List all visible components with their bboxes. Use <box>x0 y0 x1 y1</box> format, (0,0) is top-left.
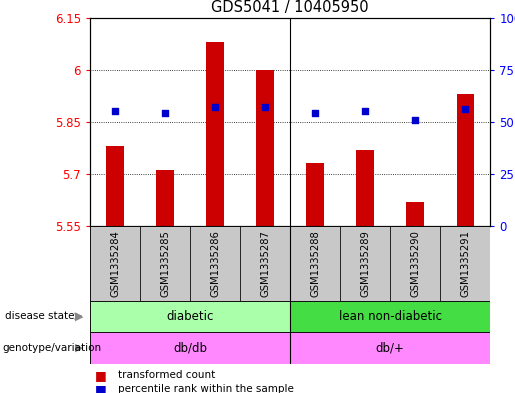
Point <box>461 106 469 112</box>
Text: GSM1335285: GSM1335285 <box>160 230 170 297</box>
Text: GSM1335288: GSM1335288 <box>310 230 320 297</box>
Title: GDS5041 / 10405950: GDS5041 / 10405950 <box>211 0 369 15</box>
Text: ▶: ▶ <box>75 343 84 353</box>
Point <box>361 108 369 114</box>
Bar <box>390 226 440 301</box>
Bar <box>340 226 390 301</box>
Bar <box>207 42 224 226</box>
Bar <box>456 94 474 226</box>
Point <box>261 104 269 110</box>
Point <box>211 104 219 110</box>
Text: ▶: ▶ <box>75 311 84 321</box>
Bar <box>240 226 290 301</box>
Bar <box>90 332 290 364</box>
Bar <box>290 301 490 332</box>
Bar <box>440 226 490 301</box>
Bar <box>107 146 124 226</box>
Text: GSM1335284: GSM1335284 <box>110 230 120 297</box>
Bar <box>356 150 374 226</box>
Point <box>311 110 319 117</box>
Bar <box>190 226 240 301</box>
Text: GSM1335289: GSM1335289 <box>360 230 370 297</box>
Text: db/+: db/+ <box>376 341 405 354</box>
Text: lean non-diabetic: lean non-diabetic <box>339 310 442 323</box>
Text: transformed count: transformed count <box>118 370 216 380</box>
Text: db/db: db/db <box>173 341 207 354</box>
Bar <box>90 301 290 332</box>
Text: percentile rank within the sample: percentile rank within the sample <box>118 384 295 393</box>
Bar <box>90 226 140 301</box>
Bar <box>290 332 490 364</box>
Bar <box>256 70 274 226</box>
Point <box>111 108 119 114</box>
Bar <box>406 202 424 226</box>
Point <box>161 110 169 117</box>
Text: GSM1335290: GSM1335290 <box>410 230 420 297</box>
Text: ■: ■ <box>95 369 107 382</box>
Text: disease state: disease state <box>5 311 75 321</box>
Text: GSM1335286: GSM1335286 <box>210 230 220 297</box>
Text: genotype/variation: genotype/variation <box>3 343 101 353</box>
Bar <box>306 163 324 226</box>
Bar <box>290 226 340 301</box>
Point <box>411 117 419 123</box>
Text: ■: ■ <box>95 382 107 393</box>
Bar <box>157 171 174 226</box>
Text: diabetic: diabetic <box>166 310 214 323</box>
Text: GSM1335287: GSM1335287 <box>260 230 270 297</box>
Text: GSM1335291: GSM1335291 <box>460 230 470 297</box>
Bar <box>140 226 190 301</box>
